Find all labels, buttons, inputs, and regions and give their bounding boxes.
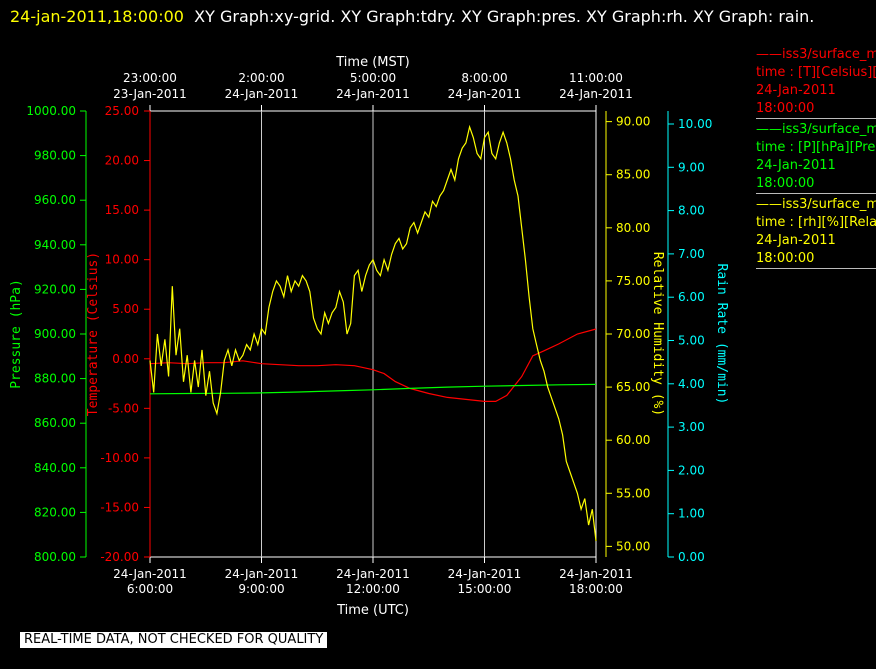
- temperature-tick-label: 25.00: [105, 104, 139, 118]
- rain-tick-label: 2.00: [678, 463, 705, 477]
- rain-tick-label: 5.00: [678, 333, 705, 347]
- legend-text: 18:00:00: [756, 251, 815, 266]
- temperature-tick-label: -10.00: [100, 451, 139, 465]
- x-tick-label: 24-Jan-2011: [113, 567, 187, 581]
- legend-text: 24-Jan-2011: [756, 83, 836, 98]
- humidity-tick-label: 60.00: [616, 433, 650, 447]
- x-top-tick-label: 24-Jan-2011: [225, 87, 299, 101]
- humidity-tick-label: 85.00: [616, 168, 650, 182]
- legend-text: ——iss3/surface_me: [756, 122, 876, 137]
- page-title: 24-jan-2011,18:00:00 XY Graph:xy-grid. X…: [10, 2, 870, 32]
- pressure-tick-label: 980.00: [34, 149, 76, 163]
- series-line-humidity: [149, 124, 597, 542]
- rain-tick-label: 6.00: [678, 290, 705, 304]
- pressure-tick-label: 860.00: [34, 416, 76, 430]
- temperature-tick-label: 20.00: [105, 154, 139, 168]
- rain-tick-label: 7.00: [678, 247, 705, 261]
- series-line-pressure: [149, 383, 597, 395]
- x-tick-label: 24-Jan-2011: [448, 567, 522, 581]
- x-tick-label: 12:00:00: [346, 582, 400, 596]
- humidity-axis-title: Relative Humidity (%): [650, 252, 665, 416]
- x-tick-label: 15:00:00: [458, 582, 512, 596]
- x-top-tick-label: 24-Jan-2011: [448, 87, 522, 101]
- rain-tick-label: 3.00: [678, 420, 705, 434]
- pressure-tick-label: 960.00: [34, 193, 76, 207]
- pressure-tick-label: 920.00: [34, 282, 76, 296]
- title-graph-list: XY Graph:xy-grid. XY Graph:tdry. XY Grap…: [194, 7, 815, 26]
- humidity-tick-label: 70.00: [616, 327, 650, 341]
- temperature-tick-label: 5.00: [112, 302, 139, 316]
- legend-text: time : [P][hPa][Press: [756, 140, 876, 155]
- temperature-tick-label: 0.00: [112, 352, 139, 366]
- x-tick-label: 18:00:00: [569, 582, 623, 596]
- rain-tick-label: 9.00: [678, 160, 705, 174]
- x-top-tick-label: 5:00:00: [350, 71, 396, 85]
- x-top-tick-label: 23:00:00: [123, 71, 177, 85]
- x-tick-label: 6:00:00: [127, 582, 173, 596]
- legend-text: time : [rh][%][Relati: [756, 215, 876, 230]
- temperature-tick-label: -20.00: [100, 550, 139, 564]
- x-top-tick-label: 2:00:00: [238, 71, 284, 85]
- x-axis-title-top: Time (MST): [335, 55, 410, 70]
- x-top-tick-label: 11:00:00: [569, 71, 623, 85]
- pressure-tick-label: 840.00: [34, 461, 76, 475]
- rain-tick-label: 4.00: [678, 377, 705, 391]
- temperature-tick-label: 15.00: [105, 203, 139, 217]
- pressure-tick-label: 880.00: [34, 372, 76, 386]
- humidity-tick-label: 55.00: [616, 486, 650, 500]
- temperature-tick-label: -15.00: [100, 500, 139, 514]
- x-tick-label: 9:00:00: [238, 582, 284, 596]
- legend: ——iss3/surface_me time : [T][Celsius][T 24…: [756, 46, 876, 271]
- pressure-tick-label: 900.00: [34, 327, 76, 341]
- temperature-tick-label: 10.00: [105, 253, 139, 267]
- pressure-tick-label: 940.00: [34, 238, 76, 252]
- humidity-tick-label: 75.00: [616, 274, 650, 288]
- temperature-tick-label: -5.00: [108, 401, 139, 415]
- x-top-tick-label: 24-Jan-2011: [559, 87, 633, 101]
- pressure-tick-label: 800.00: [34, 550, 76, 564]
- pressure-tick-label: 820.00: [34, 505, 76, 519]
- humidity-tick-label: 50.00: [616, 539, 650, 553]
- rain-tick-label: 8.00: [678, 204, 705, 218]
- x-tick-label: 24-Jan-2011: [336, 567, 410, 581]
- series-line-temperature: [149, 328, 597, 402]
- legend-text: 18:00:00: [756, 176, 815, 191]
- legend-text: 24-Jan-2011: [756, 158, 836, 173]
- legend-text: time : [T][Celsius][T: [756, 65, 876, 80]
- pressure-tick-label: 1000.00: [26, 104, 76, 118]
- temperature-axis-title: Temperature (Celsius): [86, 252, 101, 416]
- x-top-tick-label: 23-Jan-2011: [113, 87, 187, 101]
- humidity-tick-label: 65.00: [616, 380, 650, 394]
- x-top-tick-label: 24-Jan-2011: [336, 87, 410, 101]
- x-top-tick-label: 8:00:00: [461, 71, 507, 85]
- quality-warning: REAL-TIME DATA, NOT CHECKED FOR QUALITY: [20, 632, 328, 648]
- rain-tick-label: 0.00: [678, 550, 705, 564]
- x-tick-label: 24-Jan-2011: [225, 567, 299, 581]
- rain-tick-label: 1.00: [678, 507, 705, 521]
- humidity-tick-label: 90.00: [616, 115, 650, 129]
- x-tick-label: 24-Jan-2011: [559, 567, 633, 581]
- title-timestamp: 24-jan-2011,18:00:00: [10, 7, 184, 26]
- legend-text: ——iss3/surface_me: [756, 197, 876, 212]
- legend-text: 18:00:00: [756, 101, 815, 116]
- humidity-tick-label: 80.00: [616, 221, 650, 235]
- pressure-axis-title: Pressure (hPa): [9, 279, 24, 389]
- rain-axis-title: Rain Rate (mm/min): [714, 264, 729, 405]
- legend-text: ——iss3/surface_me: [756, 47, 876, 62]
- rain-tick-label: 10.00: [678, 117, 712, 131]
- x-axis-title-bottom: Time (UTC): [336, 603, 409, 618]
- legend-text: 24-Jan-2011: [756, 233, 836, 248]
